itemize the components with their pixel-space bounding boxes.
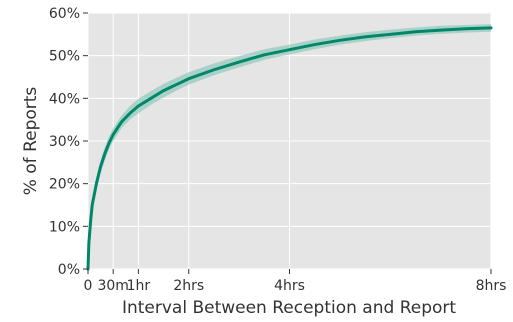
y-tick-label: 60% bbox=[49, 6, 80, 22]
x-tick-label: 4hrs bbox=[274, 278, 305, 294]
tick-marks bbox=[83, 12, 492, 274]
x-tick-label: 30m bbox=[97, 278, 128, 294]
y-tick-label: 30% bbox=[49, 134, 80, 150]
x-tick-label: 2hrs bbox=[173, 278, 204, 294]
x-axis-label: Interval Between Reception and Report bbox=[122, 298, 456, 318]
x-tick-label: 0 bbox=[84, 278, 93, 294]
y-tick-label: 50% bbox=[49, 49, 80, 65]
y-tick-label: 10% bbox=[49, 219, 80, 235]
y-axis-label: % of Reports bbox=[21, 87, 41, 196]
series-line bbox=[86, 26, 493, 271]
y-tick-label: 40% bbox=[49, 91, 80, 107]
x-tick-label: 1hr bbox=[127, 278, 151, 294]
x-tick-label: 8hrs bbox=[476, 278, 507, 294]
y-tick-label: 20% bbox=[49, 177, 80, 193]
y-tick-label: 0% bbox=[58, 262, 80, 278]
